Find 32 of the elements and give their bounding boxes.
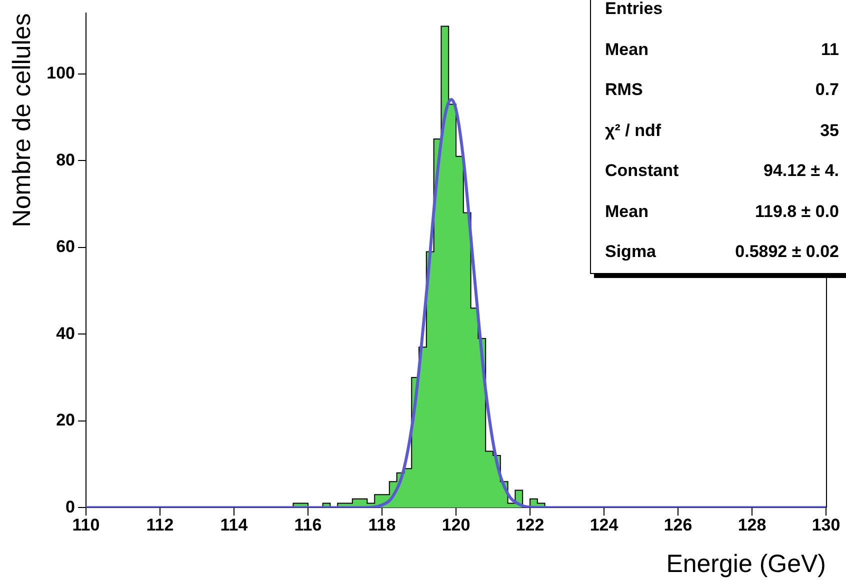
annotation: 11 <box>821 40 839 60</box>
y-tick-label: 100 <box>46 64 75 83</box>
y-axis-title: Nombre de cellules <box>8 13 36 228</box>
x-tick-label: 126 <box>664 515 692 534</box>
annotation: Mean <box>605 202 648 222</box>
annotation: 94.12 ± 4. <box>764 161 839 182</box>
x-tick-label: 116 <box>294 515 322 534</box>
annotation: Constant <box>605 161 679 182</box>
annotation: χ² / ndf <box>605 120 662 141</box>
annotation: 35 <box>820 120 839 141</box>
annotation: Mean <box>605 40 648 60</box>
y-tick-label: 20 <box>56 410 75 430</box>
x-tick-label: 122 <box>516 515 544 534</box>
annotation: RMS <box>605 80 643 100</box>
y-tick-label: 0 <box>66 497 75 516</box>
annotation: 0.7 <box>815 80 839 100</box>
annotation: 119.8 ± 0.0 <box>754 202 839 222</box>
x-tick-label: 130 <box>812 515 840 534</box>
x-tick-label: 112 <box>146 515 174 534</box>
x-axis-title: Energie (GeV) <box>666 550 826 578</box>
annotation: Entries <box>605 0 663 20</box>
annotation: 0.5892 ± 0.02 <box>735 242 839 262</box>
x-tick-label: 128 <box>738 515 766 534</box>
x-tick-label: 118 <box>368 515 396 534</box>
x-tick-label: 124 <box>590 515 619 534</box>
y-tick-label: 40 <box>56 324 75 343</box>
y-tick-label: 80 <box>56 150 75 170</box>
annotation: Sigma <box>605 242 656 262</box>
x-tick-label: 110 <box>72 515 100 534</box>
y-tick-label: 60 <box>56 237 75 256</box>
x-tick-label: 114 <box>220 515 248 534</box>
x-tick-label: 120 <box>442 515 470 534</box>
